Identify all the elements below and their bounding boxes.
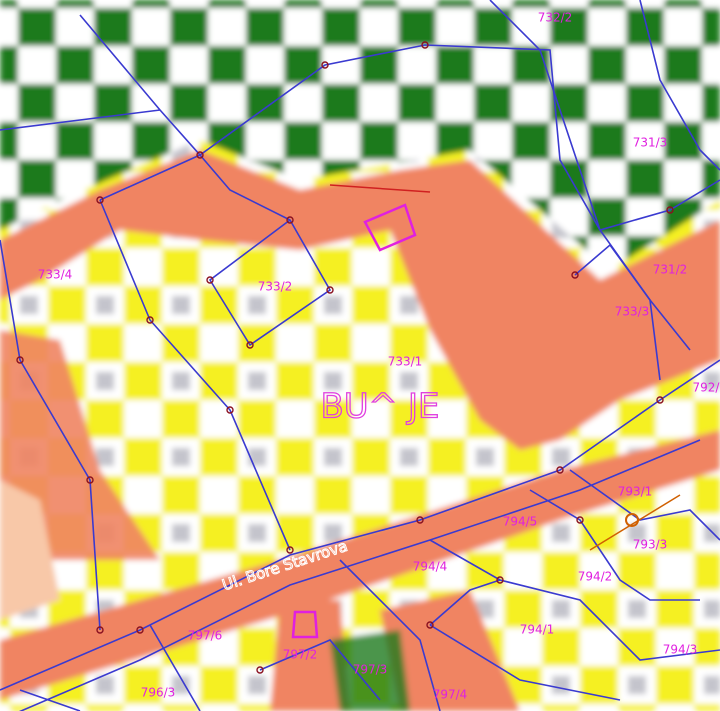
parcel-number: 733/3 [615,305,650,319]
parcel-number: 796/3 [141,686,176,700]
parcel-number: 797/6 [188,629,223,643]
parcel-number: 732/2 [538,11,573,25]
parcel-number: 731/2 [653,263,688,277]
parcel-number: 792/ [693,381,720,395]
parcel-number: 794/1 [520,623,555,637]
parcel-number: 731/3 [633,136,668,150]
parcel-number: 794/4 [413,560,448,574]
parcel-number: 793/3 [633,538,668,552]
parcel-number: 794/2 [578,570,613,584]
parcel-number: 793/1 [618,485,653,499]
parcel-labels: 732/2 731/3 733/4 733/2 733/1 731/2 733/3 793/1… [38,11,720,702]
parcel-number: 797/4 [433,688,468,702]
parcel-number: 794/5 [503,515,538,529]
parcel-number: 733/4 [38,268,73,282]
parcel-number: 797/3 [353,663,388,677]
parcel-number: 733/1 [388,355,423,369]
parcel-number: 797/2 [283,648,318,662]
place-name: BU^ JE [320,387,439,427]
parcel-number: 733/2 [258,280,293,294]
parcel-number: 794/3 [663,643,698,657]
